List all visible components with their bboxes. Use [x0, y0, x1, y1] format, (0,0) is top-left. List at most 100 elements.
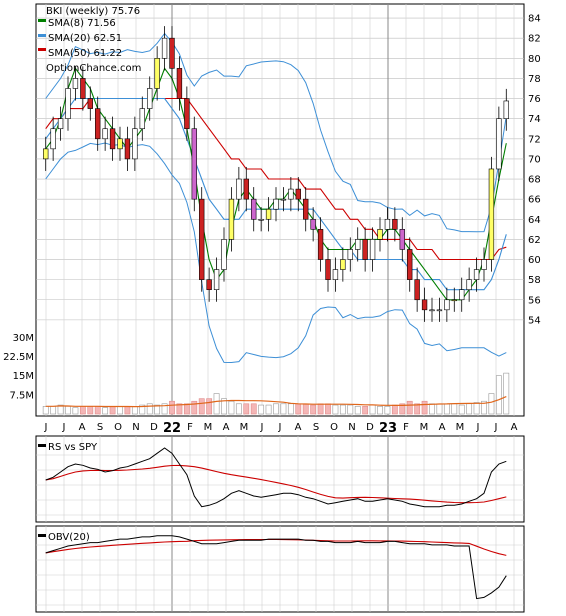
volume-bar — [250, 403, 257, 415]
volume-bar — [206, 398, 213, 415]
volume-bar — [221, 398, 227, 415]
volume-tick-label: 7.5M — [9, 390, 34, 401]
rs-series — [45, 447, 507, 508]
candle-body — [332, 269, 339, 280]
candle-body — [362, 239, 368, 260]
x-label: F — [403, 422, 409, 433]
candle-body — [481, 259, 487, 270]
candle-body — [399, 229, 405, 250]
candle-body — [154, 58, 160, 89]
candle-body — [265, 208, 272, 220]
volume-bar — [94, 406, 101, 415]
x-label: A — [223, 422, 230, 433]
candle-body — [384, 218, 391, 230]
x-label: M — [456, 422, 465, 433]
candles — [43, 26, 509, 322]
candle-body — [258, 218, 264, 221]
rs-label: RS vs SPY — [48, 442, 98, 453]
candle-body — [355, 239, 361, 250]
x-label: N — [348, 422, 355, 433]
candle-body — [221, 239, 227, 270]
candle-body — [57, 118, 64, 130]
volume-bar — [131, 406, 138, 415]
bollinger-upper — [45, 32, 507, 233]
candle-body — [102, 128, 108, 140]
candle-body — [95, 108, 101, 140]
candle-body — [280, 198, 287, 201]
volume-bar — [280, 403, 287, 415]
volume-bar — [391, 404, 398, 415]
volume-bars — [42, 372, 510, 415]
candle-body — [176, 68, 183, 99]
volume-bar — [213, 393, 220, 415]
candle-body — [43, 148, 49, 160]
candle-body — [496, 118, 502, 170]
volume-bar — [458, 404, 465, 415]
legend-sma20: SMA(20) 62.51 — [48, 33, 122, 44]
candle-body — [124, 138, 131, 160]
price-tick-label: 84 — [528, 14, 541, 25]
x-label: D — [150, 422, 158, 433]
price-tick-label: 74 — [528, 114, 541, 125]
candle-body — [436, 309, 443, 312]
volume-bar — [325, 403, 331, 415]
price-tick-label: 72 — [528, 134, 541, 145]
chart-title: BKI (weekly) 75.76 — [46, 6, 140, 17]
x-label: D — [366, 422, 374, 433]
x-label: F — [187, 422, 193, 433]
candle-body — [340, 259, 346, 270]
candle-body — [65, 88, 71, 119]
price-grid — [36, 4, 524, 416]
volume-bar — [421, 400, 428, 415]
candle-body — [377, 229, 383, 240]
volume-axis: 7.5M 15M 22.5M 30M — [3, 333, 34, 402]
x-label: J — [278, 422, 282, 433]
volume-bar — [87, 406, 94, 415]
obv-line — [45, 535, 507, 600]
candle-body — [191, 128, 197, 200]
obv-label: OBV(20) — [48, 532, 90, 543]
candle-body — [459, 289, 465, 301]
legend-sma50: SMA(50) 61.22 — [48, 48, 122, 59]
x-label: J — [476, 422, 480, 433]
volume-bar — [406, 400, 413, 415]
candle-body — [444, 299, 450, 311]
price-tick-label: 76 — [528, 94, 541, 105]
volume-bar — [503, 372, 510, 415]
volume-bar — [72, 407, 79, 415]
candle-body — [87, 98, 93, 109]
volume-bar — [295, 403, 302, 415]
candle-body — [347, 249, 353, 260]
price-tick-label: 58 — [528, 275, 541, 286]
volume-bar — [139, 404, 146, 415]
price-tick-label: 56 — [528, 295, 541, 306]
volume-bar — [436, 403, 443, 415]
candle-body — [310, 218, 316, 230]
price-tick-label: 54 — [528, 315, 541, 326]
volume-bar — [317, 403, 324, 415]
candle-body — [72, 78, 79, 89]
volume-bar — [429, 403, 435, 415]
volume-bar — [362, 406, 369, 415]
price-tick-label: 78 — [528, 74, 541, 85]
candle-body — [303, 198, 309, 220]
candle-body — [228, 198, 235, 240]
candle-body — [236, 178, 242, 200]
candle-body — [288, 188, 294, 200]
volume-ma-line — [45, 396, 507, 408]
volume-bar — [265, 404, 272, 415]
volume-bar — [198, 398, 205, 415]
candle-body — [50, 128, 56, 150]
volume-bar — [302, 403, 309, 415]
volume-tick-label: 30M — [13, 333, 34, 344]
candle-body — [488, 168, 495, 260]
candle-body — [243, 178, 249, 200]
price-tick-label: 70 — [528, 154, 541, 165]
candle-body — [251, 198, 257, 220]
volume-tick-label: 22.5M — [3, 352, 34, 363]
volume-bar — [481, 400, 487, 415]
price-tick-label: 68 — [528, 175, 541, 186]
volume-bar — [414, 403, 421, 415]
x-label: O — [114, 422, 122, 433]
